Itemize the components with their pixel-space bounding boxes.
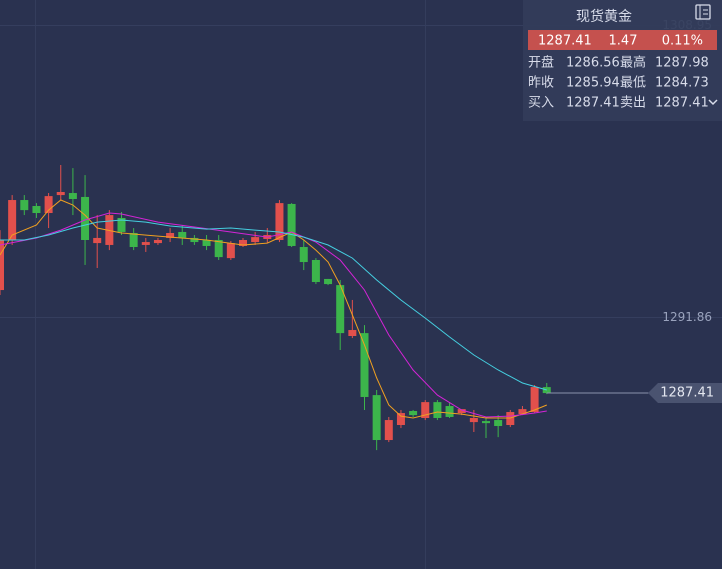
candle-body xyxy=(506,412,515,425)
quote-value: 1287.41 xyxy=(566,96,620,111)
candle-body xyxy=(360,333,369,397)
price-bar xyxy=(528,30,717,50)
quote-value: 1286.56 xyxy=(566,56,620,71)
quote-value: 1284.73 xyxy=(655,76,709,91)
candle-body xyxy=(275,203,284,241)
panel-bg xyxy=(523,0,722,121)
quote-label: 开盘 xyxy=(528,55,554,71)
candle-body xyxy=(153,240,162,244)
y-tick-label: 1291.86 xyxy=(662,310,712,324)
candle-body xyxy=(251,237,260,243)
candle-body xyxy=(311,259,320,283)
candle-body xyxy=(214,240,223,258)
candle-body xyxy=(0,240,4,291)
ma-line xyxy=(0,219,547,391)
candle-body xyxy=(239,240,247,246)
candle-body xyxy=(482,421,490,424)
candle-body xyxy=(384,420,393,441)
candle-body xyxy=(20,200,29,211)
candle-body xyxy=(348,330,357,337)
candle-body xyxy=(433,402,442,418)
candle-body xyxy=(299,247,308,263)
panel-title: 现货黄金 xyxy=(576,8,632,25)
candle-body xyxy=(166,232,175,238)
candle-body xyxy=(226,243,235,259)
quote-label: 买入 xyxy=(528,96,554,111)
quote-value: 1285.94 xyxy=(566,76,620,91)
candle-body xyxy=(141,242,150,245)
candle-body xyxy=(178,231,187,238)
candle-body xyxy=(44,196,53,214)
candle-body xyxy=(129,232,138,248)
quote-label: 卖出 xyxy=(620,96,646,111)
candle-body xyxy=(56,192,65,196)
price: 1287.41 xyxy=(538,34,592,49)
quote-value: 1287.41 xyxy=(655,96,709,111)
menu-icon[interactable] xyxy=(695,4,711,20)
change: 1.47 xyxy=(609,34,638,49)
candle-body xyxy=(457,409,466,414)
candle-body xyxy=(8,200,17,241)
candle-body xyxy=(518,409,527,415)
candle-body xyxy=(287,203,296,246)
candle-body xyxy=(336,285,345,334)
quote-label: 昨收 xyxy=(528,76,554,91)
candle-body xyxy=(324,278,333,285)
candle-body xyxy=(469,417,478,423)
candle-body xyxy=(372,395,381,441)
last-price-label: 1287.41 xyxy=(660,386,714,401)
candle-body xyxy=(409,410,418,416)
candle-body xyxy=(93,237,102,244)
last-price-tag xyxy=(648,383,722,404)
candle-body xyxy=(190,237,199,243)
quote-label: 最高 xyxy=(620,55,646,71)
quote-panel: 现货黄金 1287.41 1.47 0.11% 开盘 1286.56 最高 1287.… xyxy=(523,0,722,121)
quote-label: 最低 xyxy=(620,76,646,91)
ma-line xyxy=(0,199,547,419)
candle-body xyxy=(396,413,405,425)
candle-body xyxy=(494,420,503,427)
candle-body xyxy=(202,240,211,246)
candle-body xyxy=(530,387,539,413)
candle-body xyxy=(32,206,41,214)
candle-body xyxy=(445,406,454,417)
candle-body xyxy=(421,402,430,418)
candle-body xyxy=(81,196,90,241)
candle-body xyxy=(117,217,126,232)
change-pct: 0.11% xyxy=(662,34,703,49)
candle-body xyxy=(68,193,77,200)
quote-value: 1287.98 xyxy=(655,56,709,71)
expand-icon[interactable] xyxy=(708,99,718,106)
